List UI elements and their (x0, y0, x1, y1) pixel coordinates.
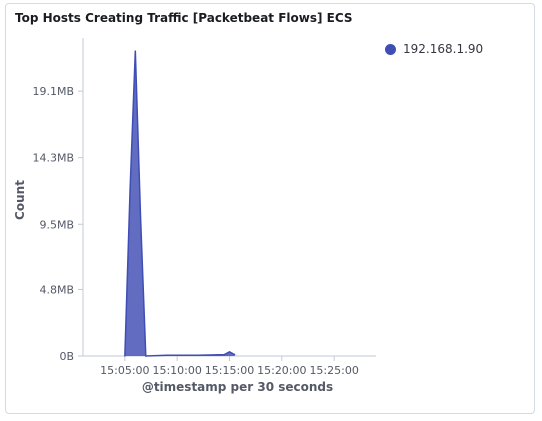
series-point (228, 351, 231, 353)
x-tick-label: 15:20:00 (257, 364, 306, 377)
series-point (139, 216, 142, 218)
series-line-192-168-1-90 (124, 50, 236, 357)
series-point (124, 355, 126, 357)
x-tick-label: 15:05:00 (100, 364, 149, 377)
x-tick-label: 15:15:00 (205, 364, 254, 377)
series-point (129, 189, 131, 191)
series-area-192-168-1-90[interactable] (124, 50, 235, 357)
y-tick-label: 0B (59, 350, 74, 363)
y-tick-label: 4.8MB (39, 283, 74, 296)
series-point (134, 50, 136, 52)
series-point (234, 354, 236, 356)
panel-title: Top Hosts Creating Traffic [Packetbeat F… (15, 11, 353, 25)
chart-series-layer (124, 50, 236, 357)
series-point (197, 354, 199, 356)
chart-axes (78, 38, 376, 361)
y-axis-title: Count (13, 180, 27, 220)
y-tick-label: 9.5MB (39, 218, 74, 231)
area-chart: 0B 4.8MB 9.5MB 14.3MB 19.1MB 15:05:00 15:10:00… (13, 38, 376, 394)
chart-labels: 0B 4.8MB 9.5MB 14.3MB 19.1MB 15:05:00 15:10:00… (13, 85, 359, 394)
series-point (223, 354, 225, 356)
x-axis-title: @timestamp per 30 seconds (142, 380, 333, 394)
series-point (166, 354, 168, 356)
y-tick-label: 19.1MB (32, 85, 74, 98)
legend-item-192-168-1-90[interactable]: 192.168.1.90 (385, 42, 483, 56)
series-point (145, 355, 147, 357)
legend-label: 192.168.1.90 (403, 42, 484, 56)
y-tick-label: 14.3MB (32, 152, 74, 165)
legend-color-dot-icon (385, 43, 396, 55)
visualization-panel: Top Hosts Creating Traffic [Packetbeat F… (5, 3, 535, 414)
x-tick-label: 15:10:00 (152, 364, 201, 377)
x-tick-label: 15:25:00 (309, 364, 358, 377)
